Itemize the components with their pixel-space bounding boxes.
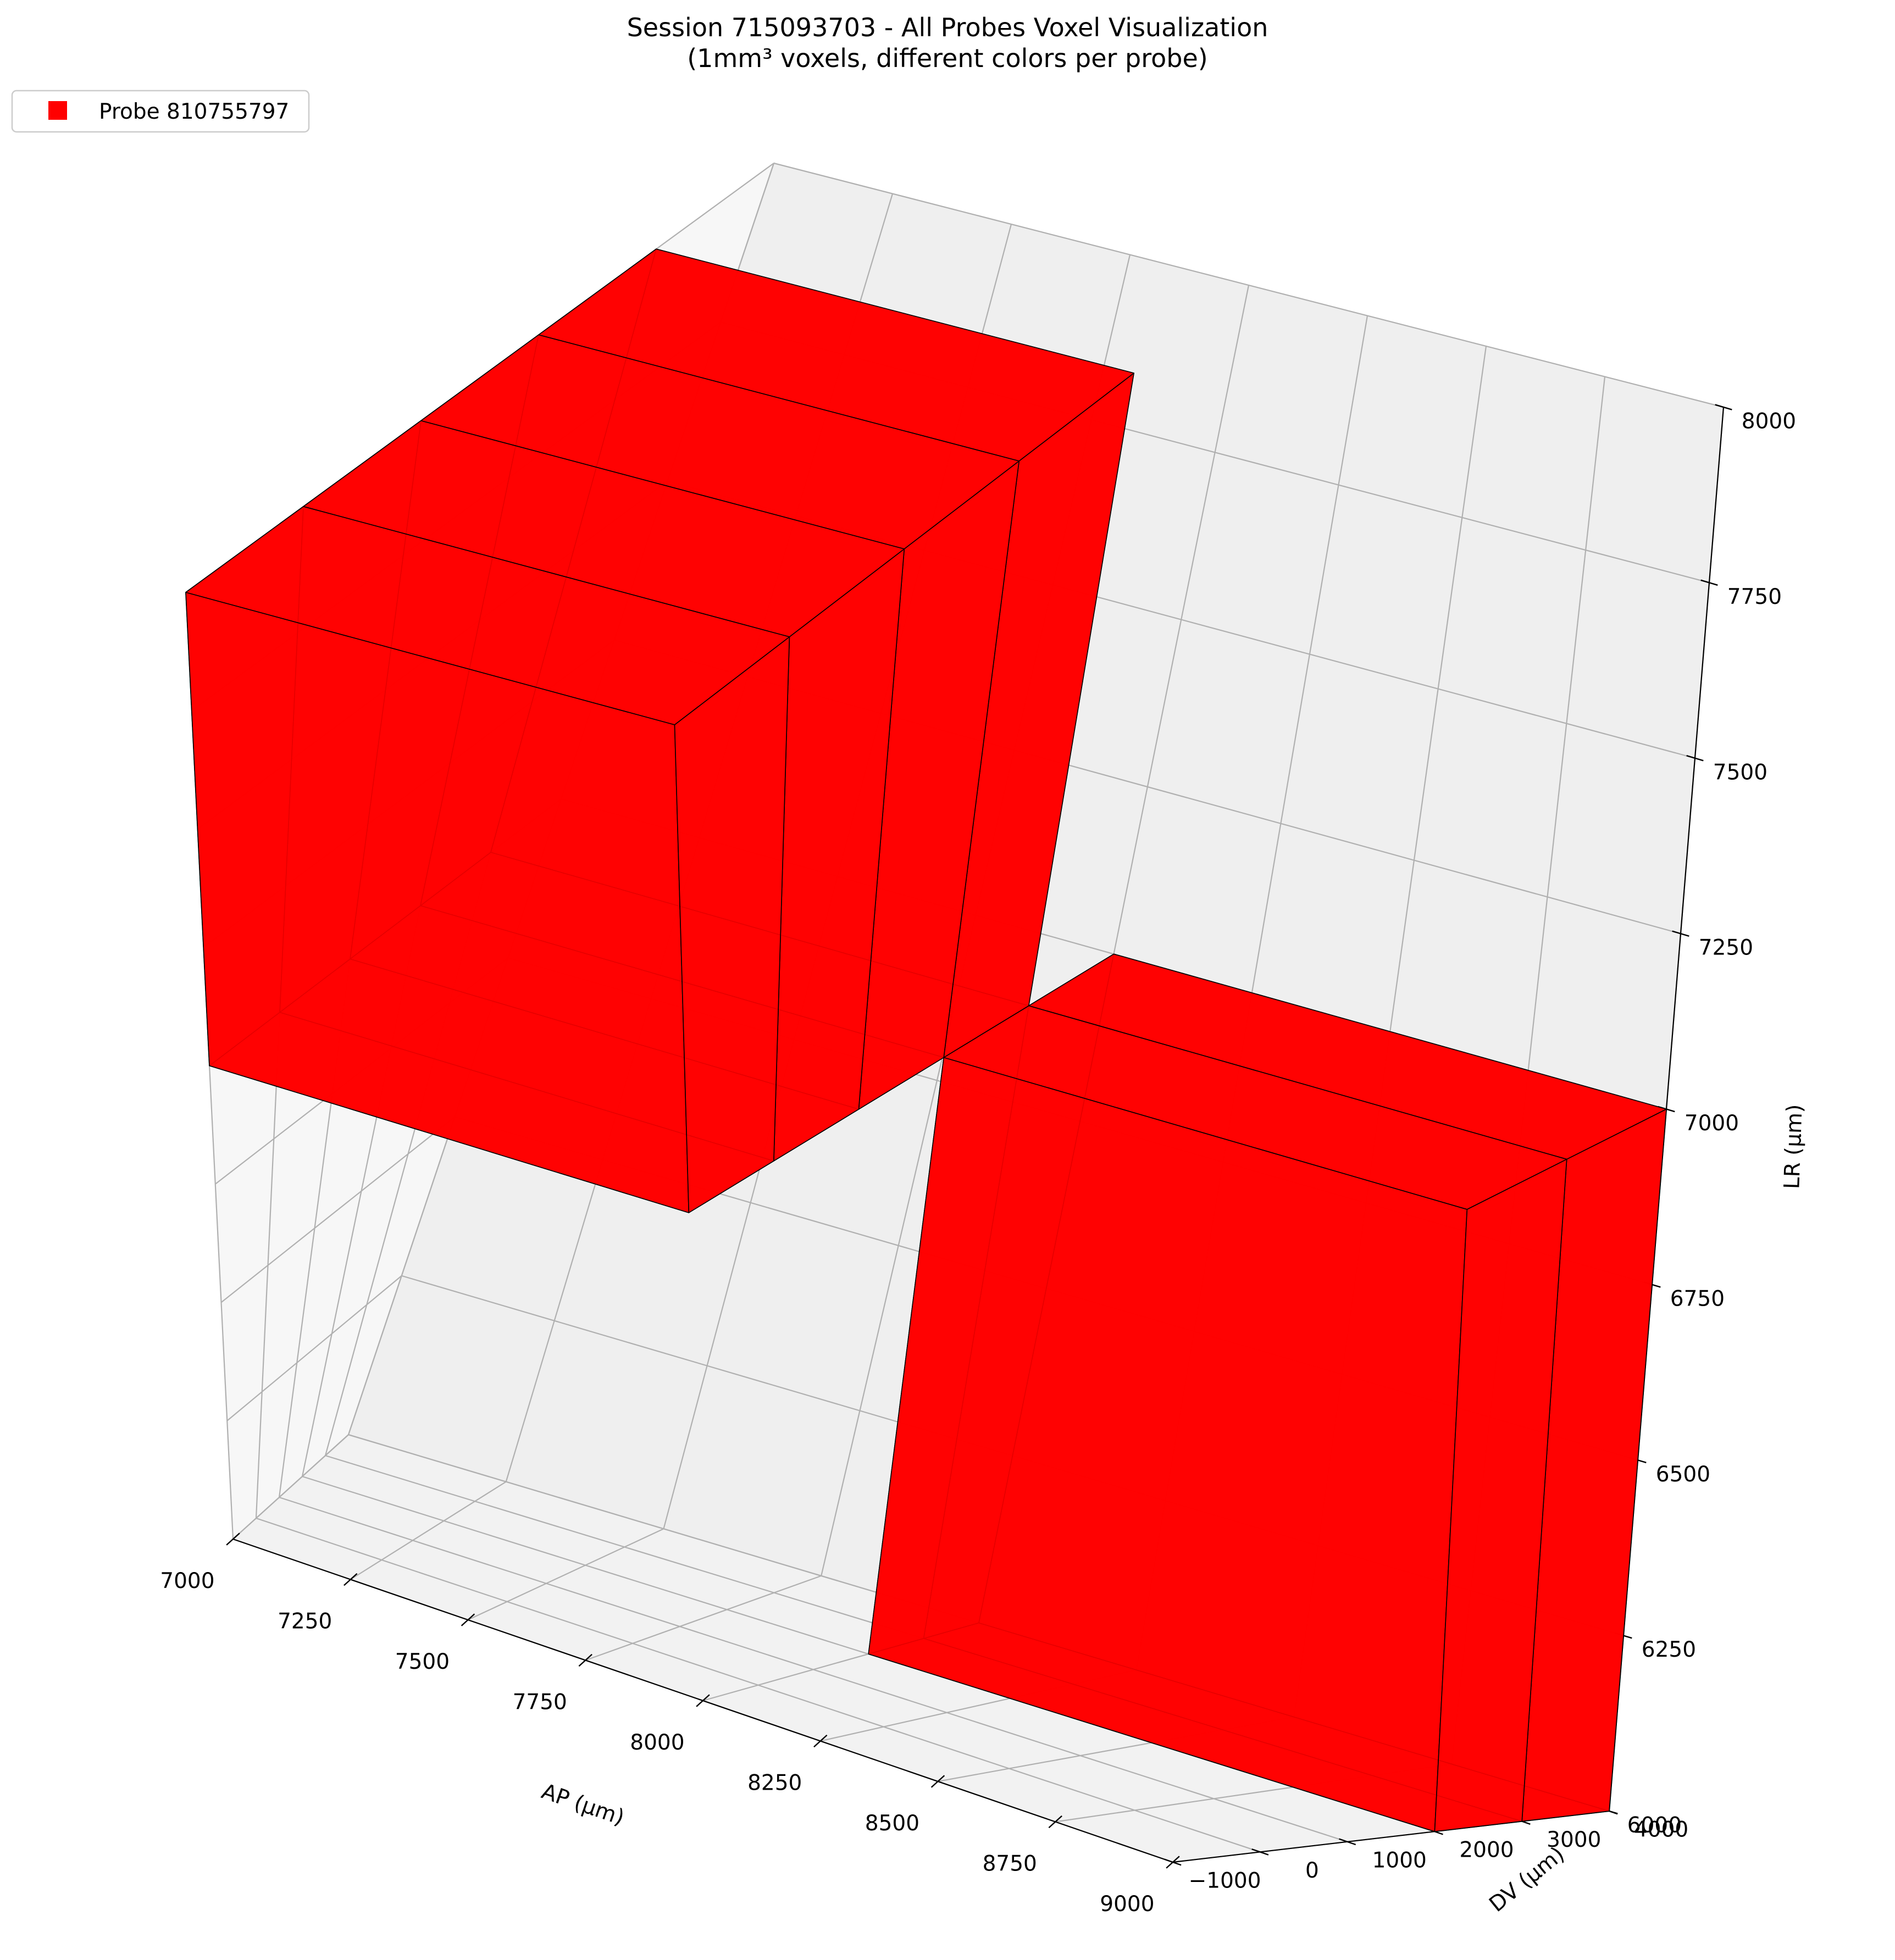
x-axis-tick-label: 8000: [630, 1730, 684, 1755]
z-axis-tick-label: 6500: [1656, 1462, 1710, 1487]
y-axis-tick-label: 3000: [1547, 1828, 1601, 1852]
y-axis-tick: [1339, 1838, 1356, 1846]
z-axis-tick-label: 6250: [1642, 1637, 1696, 1662]
gridline-x-floor: [585, 1575, 822, 1661]
x-axis-tick-label: 7500: [395, 1650, 450, 1674]
voxels: [185, 248, 1667, 1832]
x-axis-tick: [696, 1694, 710, 1707]
z-axis-tick-label: 6000: [1627, 1813, 1682, 1838]
x-axis-tick-label: 8250: [747, 1771, 802, 1796]
x-axis-tick-label: 8750: [983, 1852, 1037, 1876]
y-axis-tick: [1164, 1858, 1182, 1866]
gridline-y-floor: [279, 1496, 1348, 1842]
x-axis-tick: [343, 1573, 358, 1586]
x-axis-tick-label: 7750: [513, 1690, 567, 1715]
x-axis-tick: [1048, 1815, 1062, 1829]
y-axis-tick: [1251, 1848, 1269, 1856]
gridline-z-left: [232, 1434, 349, 1540]
gridline-z-left: [220, 1116, 456, 1303]
gridline-x-floor: [468, 1528, 664, 1620]
z-axis-tick: [1715, 404, 1732, 410]
x-axis-tick-label: 9000: [1100, 1892, 1154, 1917]
y-axis-tick-label: 2000: [1459, 1838, 1514, 1863]
voxel-face: [674, 636, 790, 1213]
z-axis-tick-label: 7500: [1713, 760, 1767, 785]
x-axis-tick: [226, 1533, 240, 1546]
chart-subtitle: (1mm³ voxels, different colors per probe…: [687, 43, 1208, 73]
z-axis-label: LR (µm): [1780, 1104, 1807, 1190]
axes: 7000 7250 7500 7750 8000 8250 8500 8750 9000 −100…: [160, 404, 1796, 1917]
legend-swatch: [48, 101, 67, 120]
gridline-z-left: [226, 1275, 402, 1422]
z-axis-tick-label: 7000: [1685, 1111, 1739, 1136]
legend: Probe 810755797: [11, 90, 310, 133]
z-axis-tick-label: 7750: [1727, 585, 1782, 609]
legend-frame: [11, 90, 310, 133]
x-axis-tick: [930, 1775, 945, 1788]
x-axis-tick-label: 7000: [160, 1569, 214, 1593]
z-axis-tick: [1672, 930, 1689, 937]
y-axis-tick-label: −1000: [1189, 1869, 1261, 1894]
z-axis-tick-label: 8000: [1742, 409, 1796, 434]
gridline-y-floor: [256, 1517, 1261, 1853]
z-axis-tick-label: 7250: [1699, 936, 1753, 960]
voxel-face: [185, 506, 790, 725]
x-axis-tick-label: 8500: [865, 1811, 919, 1836]
z-axis-tick: [1700, 579, 1718, 586]
gridline-z-back: [773, 162, 1724, 408]
chart-title: Session 715093703 - All Probes Voxel Vis…: [627, 13, 1268, 42]
x-axis-tick: [578, 1653, 592, 1667]
z-axis-tick-label: 6750: [1670, 1287, 1725, 1312]
x-axis-tick: [461, 1613, 475, 1626]
y-axis-tick-label: 0: [1305, 1858, 1319, 1883]
y-axis-tick-label: 1000: [1372, 1848, 1427, 1873]
y-axis-tick-label: 4000: [1634, 1818, 1688, 1842]
x-axis-tick-label: 7250: [278, 1609, 332, 1634]
gridline-x-floor: [350, 1481, 507, 1580]
legend-label: Probe 810755797: [99, 99, 289, 124]
x-axis-label: AP (µm): [539, 1779, 628, 1830]
z-axis-tick: [1686, 755, 1704, 762]
x-axis-tick: [813, 1734, 828, 1748]
